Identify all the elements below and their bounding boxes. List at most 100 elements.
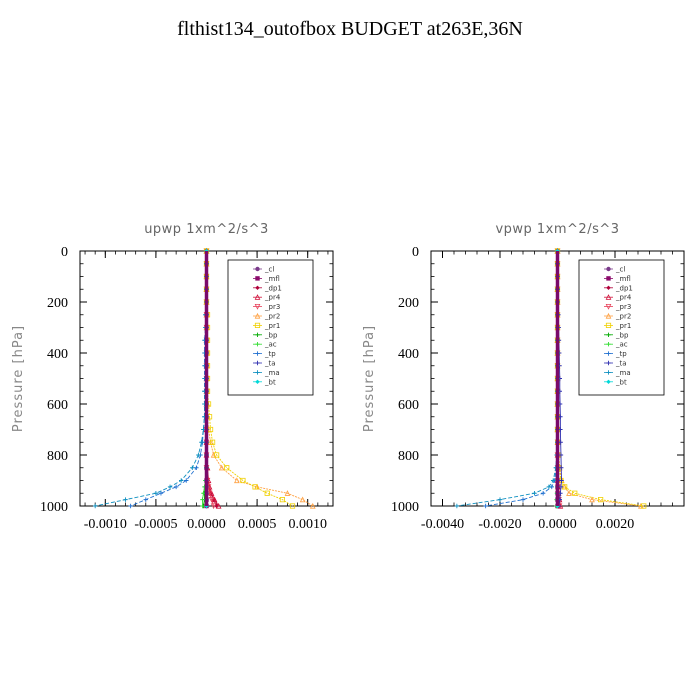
series-point_ma (497, 497, 503, 502)
legend-label: _ta (264, 360, 276, 368)
series-point_tp (173, 484, 179, 490)
series_tp (483, 248, 560, 509)
series-point_pr1 (264, 490, 270, 496)
legend-marker_ta (255, 360, 260, 366)
legend-label: _pr4 (615, 294, 632, 302)
legend-marker_ta (606, 360, 611, 366)
panel-upwp: upwp 1xm^2/s^3 Pressure [hPa] 0 200 400 600 80… (11, 222, 334, 532)
legend-label: _ac (264, 341, 277, 349)
legend-box (227, 259, 314, 396)
series-point_pr4 (215, 502, 222, 509)
series-point_ac (200, 497, 205, 502)
series-point_tp (184, 478, 189, 483)
legend-marker_tp (606, 351, 611, 356)
legend-marker_bp (255, 332, 260, 337)
legend-marker_tp (255, 351, 260, 356)
y-tick-label: 800 (398, 449, 419, 464)
series-point_tp (520, 497, 526, 502)
series-point_ma (153, 491, 159, 496)
series-line_tp (485, 251, 558, 507)
legend-marker_pr4 (605, 294, 612, 300)
legend-label: _bp (615, 331, 629, 339)
legend-label: _ma (615, 369, 631, 377)
y-tick-label: 800 (47, 449, 68, 464)
series-point_pr1 (598, 497, 604, 503)
series-point_pr1 (224, 465, 230, 471)
series-point_tp (483, 503, 488, 509)
series_ma (454, 248, 560, 509)
legend: _cl_mfl_dp1_pr4_pr3_pr2_pr1_bp_ac_tp_ta_… (227, 259, 314, 396)
series-point_pr2 (218, 464, 225, 471)
legend-marker_bt (255, 379, 260, 384)
series-point_pr2 (589, 496, 595, 503)
legend-marker_pr2 (254, 312, 261, 319)
legend: _cl_mfl_dp1_pr4_pr3_pr2_pr1_bp_ac_tp_ta_… (578, 259, 665, 396)
series-point_pr3 (210, 503, 217, 510)
series-point_pr1 (572, 490, 578, 496)
legend-marker_mfl (606, 276, 611, 281)
legend-label: _dp1 (615, 284, 633, 292)
series-line_ma (456, 251, 558, 507)
series-point_pr3 (208, 497, 215, 503)
legend-label: _ac (615, 341, 628, 349)
y-tick-label: 0 (61, 245, 68, 260)
legend-label: _dp1 (264, 284, 282, 292)
legend-label: _bt (615, 378, 627, 386)
x-tick-label: -0.0040 (421, 517, 464, 532)
legend-label: _pr2 (615, 313, 631, 321)
series-point_ma (92, 503, 98, 509)
series-point_ac (200, 503, 205, 509)
legend-marker_mfl (255, 276, 260, 281)
series-point_tp (128, 503, 133, 509)
series-point_ta (559, 478, 564, 483)
legend-label: _cl (264, 266, 274, 274)
series-point_pr1 (252, 484, 258, 490)
legend-marker_pr3 (254, 303, 261, 310)
x-tick-label: 0.0000 (538, 517, 577, 532)
series-point_ma (550, 478, 556, 483)
legend-marker_cl (255, 266, 260, 272)
legend-marker_dp1 (606, 285, 611, 290)
series-point_ma (196, 452, 201, 458)
legend-label: _pr1 (264, 322, 280, 330)
series-point_pr2 (299, 496, 306, 503)
x-tick-label: -0.0020 (478, 517, 521, 532)
legend-marker_bp (606, 332, 611, 337)
legend-label: _tp (615, 350, 627, 358)
legend-label: _pr3 (615, 303, 631, 311)
series-point_pr2 (309, 502, 316, 509)
series-point_pr1 (240, 477, 246, 484)
legend-marker_cl (606, 266, 611, 272)
series_tp (128, 248, 209, 509)
legend-marker_ac (255, 342, 260, 347)
series-point_pr4 (211, 496, 218, 503)
series-point_tp (143, 497, 148, 502)
x-tick-label: 0.0000 (187, 517, 226, 532)
legend-marker_ma (255, 370, 260, 375)
y-tick-label: 400 (398, 347, 419, 362)
x-tick-label: -0.0010 (84, 517, 127, 532)
legend-marker_bt (606, 379, 611, 384)
legend-label: _mfl (615, 275, 631, 283)
y-tick-label: 1000 (391, 500, 419, 515)
series-point_ta (559, 465, 564, 470)
series-point_ma (167, 484, 173, 490)
y-tick-label: 1000 (40, 500, 68, 515)
legend-box (578, 259, 665, 396)
series-point_pr2 (284, 490, 291, 496)
legend-marker_ac (606, 342, 611, 347)
legend-label: _pr2 (264, 313, 280, 321)
series-point_pr1 (289, 503, 296, 509)
legend-label: _ta (615, 360, 627, 368)
x-tick-label: 0.0005 (238, 517, 277, 532)
panel-title: upwp 1xm^2/s^3 (144, 222, 269, 237)
x-tick-label: 0.0020 (596, 517, 635, 532)
series-point_ma (546, 484, 552, 490)
y-tick-label: 0 (412, 245, 419, 260)
series-point_pr2 (566, 490, 572, 496)
panel-vpwp: vpwp 1xm^2/s^3 Pressure [hPa] 0 200 400 600 80… (362, 222, 685, 532)
legend-marker_ma (606, 370, 611, 375)
legend-label: _pr3 (264, 303, 280, 311)
series-point_ma (190, 465, 195, 470)
